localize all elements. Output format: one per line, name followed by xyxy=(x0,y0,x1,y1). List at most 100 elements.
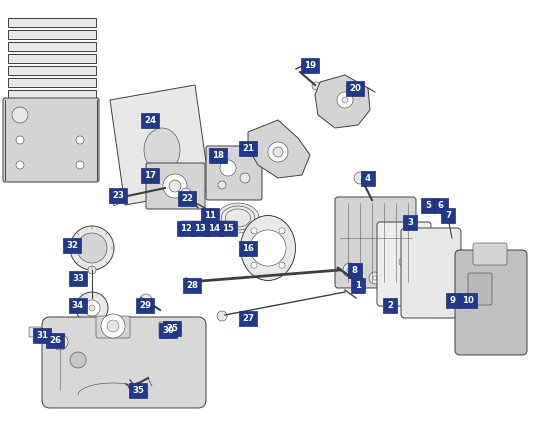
FancyBboxPatch shape xyxy=(351,278,365,292)
FancyBboxPatch shape xyxy=(69,298,87,313)
Circle shape xyxy=(279,262,285,268)
Ellipse shape xyxy=(144,128,180,172)
FancyBboxPatch shape xyxy=(403,214,417,230)
Circle shape xyxy=(347,267,353,273)
Circle shape xyxy=(399,257,409,267)
Bar xyxy=(8,54,96,63)
Circle shape xyxy=(199,225,206,232)
Circle shape xyxy=(181,188,191,198)
FancyBboxPatch shape xyxy=(206,146,262,200)
Circle shape xyxy=(188,194,196,202)
Text: 35: 35 xyxy=(132,386,144,395)
FancyBboxPatch shape xyxy=(42,317,206,408)
Circle shape xyxy=(76,292,108,324)
Text: 29: 29 xyxy=(139,301,151,310)
FancyBboxPatch shape xyxy=(195,221,209,235)
FancyBboxPatch shape xyxy=(136,298,154,313)
Text: 32: 32 xyxy=(66,241,78,250)
FancyBboxPatch shape xyxy=(239,241,257,255)
Circle shape xyxy=(440,206,444,210)
Text: 31: 31 xyxy=(36,331,48,340)
FancyBboxPatch shape xyxy=(209,148,227,162)
Text: 16: 16 xyxy=(242,244,254,253)
Circle shape xyxy=(76,136,84,144)
FancyBboxPatch shape xyxy=(159,322,175,338)
Bar xyxy=(8,78,96,87)
FancyBboxPatch shape xyxy=(129,382,147,398)
Circle shape xyxy=(218,181,226,189)
FancyBboxPatch shape xyxy=(361,170,375,186)
FancyBboxPatch shape xyxy=(219,221,237,235)
FancyBboxPatch shape xyxy=(455,250,527,355)
Circle shape xyxy=(337,92,353,108)
FancyBboxPatch shape xyxy=(69,271,87,286)
FancyBboxPatch shape xyxy=(3,98,99,182)
Bar xyxy=(8,42,96,51)
Text: 3: 3 xyxy=(407,218,413,227)
Text: 6: 6 xyxy=(438,201,444,210)
Circle shape xyxy=(88,266,96,274)
FancyBboxPatch shape xyxy=(177,221,195,235)
Circle shape xyxy=(423,203,433,213)
Circle shape xyxy=(84,300,100,316)
FancyBboxPatch shape xyxy=(29,327,41,337)
FancyBboxPatch shape xyxy=(141,168,159,182)
FancyBboxPatch shape xyxy=(421,197,435,213)
Circle shape xyxy=(354,172,366,184)
Text: 17: 17 xyxy=(144,171,156,180)
Text: 10: 10 xyxy=(462,296,474,305)
FancyBboxPatch shape xyxy=(221,221,235,235)
Bar xyxy=(8,66,96,75)
Text: 23: 23 xyxy=(112,191,124,200)
FancyBboxPatch shape xyxy=(459,292,477,308)
Circle shape xyxy=(101,314,125,338)
Circle shape xyxy=(312,82,320,90)
Circle shape xyxy=(342,97,348,103)
Text: 8: 8 xyxy=(352,266,358,275)
Text: 1: 1 xyxy=(355,281,361,290)
Circle shape xyxy=(268,142,288,162)
FancyBboxPatch shape xyxy=(473,243,507,265)
FancyBboxPatch shape xyxy=(201,208,219,222)
FancyBboxPatch shape xyxy=(183,278,201,292)
FancyBboxPatch shape xyxy=(377,222,431,306)
Circle shape xyxy=(373,276,377,280)
Circle shape xyxy=(169,180,181,192)
Bar xyxy=(8,90,96,99)
Circle shape xyxy=(163,174,187,198)
FancyBboxPatch shape xyxy=(208,221,222,235)
Bar xyxy=(8,18,96,27)
Text: 15: 15 xyxy=(222,224,234,233)
FancyBboxPatch shape xyxy=(446,292,460,308)
Text: 13: 13 xyxy=(194,224,206,233)
Circle shape xyxy=(224,225,232,232)
Text: 26: 26 xyxy=(49,336,61,345)
Circle shape xyxy=(89,305,95,311)
Text: 24: 24 xyxy=(144,116,156,125)
Text: 12: 12 xyxy=(180,224,192,233)
FancyBboxPatch shape xyxy=(109,187,127,203)
FancyBboxPatch shape xyxy=(468,273,492,305)
FancyBboxPatch shape xyxy=(33,327,51,343)
Polygon shape xyxy=(110,85,210,205)
FancyBboxPatch shape xyxy=(163,320,181,335)
Circle shape xyxy=(251,228,257,234)
Circle shape xyxy=(251,262,257,268)
Circle shape xyxy=(12,107,28,123)
Circle shape xyxy=(273,147,283,157)
Circle shape xyxy=(279,228,285,234)
Polygon shape xyxy=(315,75,370,128)
FancyBboxPatch shape xyxy=(205,221,223,235)
Text: 33: 33 xyxy=(72,274,84,283)
Circle shape xyxy=(70,226,114,270)
Text: 28: 28 xyxy=(186,281,198,290)
Circle shape xyxy=(107,320,119,332)
FancyBboxPatch shape xyxy=(383,298,397,313)
Circle shape xyxy=(217,311,227,321)
Circle shape xyxy=(52,334,68,350)
Circle shape xyxy=(185,225,192,232)
FancyBboxPatch shape xyxy=(434,197,448,213)
Text: 14: 14 xyxy=(208,224,220,233)
FancyBboxPatch shape xyxy=(335,197,416,288)
Circle shape xyxy=(16,136,24,144)
